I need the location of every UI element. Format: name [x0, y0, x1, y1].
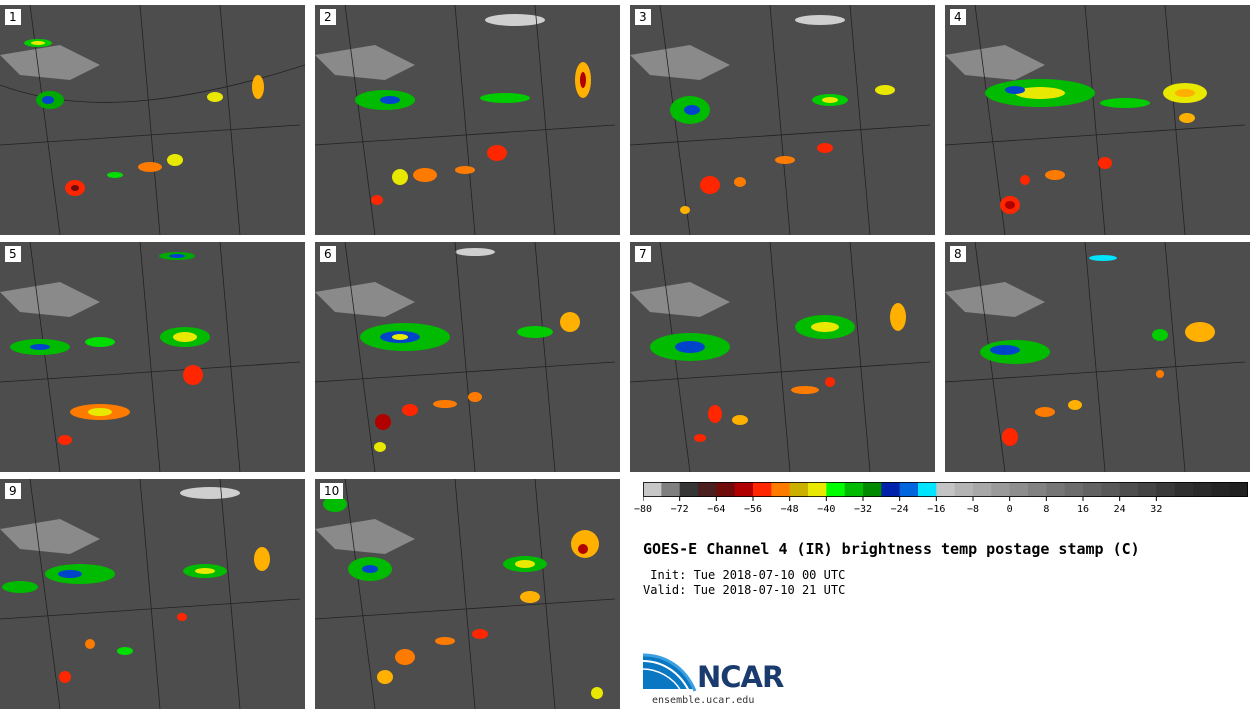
colorbar-swatch	[954, 482, 974, 497]
colorbar-swatch	[1046, 482, 1066, 497]
colorbar-swatch	[808, 482, 827, 497]
panel-number-label: 4	[950, 9, 966, 25]
colorbar-tick-label: −64	[707, 504, 726, 515]
colorbar-swatch	[661, 482, 681, 497]
colorbar-swatch	[1028, 482, 1047, 497]
panel-number-label: 8	[950, 246, 966, 262]
panel-number-label: 7	[635, 246, 651, 262]
colorbar-tick-label: −72	[670, 504, 689, 515]
postage-stamp-panel-6: 6	[315, 242, 620, 472]
satellite-image	[0, 5, 305, 235]
colorbar-swatch	[1138, 482, 1157, 497]
colorbar-swatch	[1009, 482, 1029, 497]
colorbar-swatch	[1064, 482, 1084, 497]
colorbar-swatch	[1156, 482, 1176, 497]
website-link[interactable]: ensemble.ucar.edu	[652, 695, 755, 706]
colorbar-swatch	[881, 482, 901, 497]
colorbar-swatch	[1083, 482, 1102, 497]
temperature-colorbar	[643, 482, 1248, 501]
satellite-image	[315, 5, 620, 235]
satellite-image	[630, 5, 935, 235]
colorbar-swatch	[844, 482, 864, 497]
colorbar-swatch	[1174, 482, 1194, 497]
colorbar-swatch	[1193, 482, 1212, 497]
colorbar-tick-label: −16	[927, 504, 946, 515]
postage-stamp-panel-1: 1	[0, 5, 305, 235]
colorbar-border	[643, 482, 1248, 497]
colorbar-swatch	[698, 482, 717, 497]
colorbar-swatch	[679, 482, 699, 497]
colorbar-swatch	[973, 482, 992, 497]
colorbar-swatch	[771, 482, 791, 497]
colorbar-tick-label: −56	[743, 504, 763, 515]
colorbar-swatch	[1101, 482, 1121, 497]
postage-stamp-panel-7: 7	[630, 242, 935, 472]
panel-number-label: 3	[635, 9, 651, 25]
satellite-image	[0, 242, 305, 472]
colorbar-tick-label: 16	[1076, 504, 1090, 515]
postage-stamp-panel-2: 2	[315, 5, 620, 235]
postage-stamp-panel-9: 9	[0, 479, 305, 709]
colorbar-swatch	[789, 482, 809, 497]
colorbar-swatch	[734, 482, 754, 497]
colorbar-swatch	[643, 482, 662, 497]
ncar-logo-text: NCAR	[697, 660, 784, 694]
satellite-image	[945, 5, 1250, 235]
init-time: Init: Tue 2018-07-10 00 UTC	[643, 568, 846, 582]
satellite-image	[315, 479, 620, 709]
ncar-logo	[643, 653, 697, 692]
panel-number-label: 2	[320, 9, 336, 25]
panel-number-label: 1	[5, 9, 21, 25]
satellite-image	[0, 479, 305, 709]
panel-number-label: 10	[320, 483, 344, 499]
colorbar-tick-label: 0	[1006, 504, 1013, 515]
panel-number-label: 9	[5, 483, 21, 499]
satellite-image	[630, 242, 935, 472]
colorbar-tick-label: −32	[853, 504, 873, 515]
colorbar-tick-label: −80	[633, 504, 653, 515]
panel-number-label: 5	[5, 246, 21, 262]
colorbar-tick-label: −24	[890, 504, 909, 515]
colorbar-swatch	[826, 482, 846, 497]
valid-time: Valid: Tue 2018-07-10 21 UTC	[643, 583, 846, 597]
colorbar-swatch	[918, 482, 937, 497]
colorbar-tick-label: 32	[1150, 504, 1163, 515]
postage-stamp-panel-5: 5	[0, 242, 305, 472]
postage-stamp-panel-8: 8	[945, 242, 1250, 472]
colorbar-swatch	[899, 482, 919, 497]
colorbar-tick-label: 24	[1113, 504, 1126, 515]
postage-stamp-panel-3: 3	[630, 5, 935, 235]
colorbar-swatch	[936, 482, 956, 497]
colorbar-swatch	[1211, 482, 1231, 497]
colorbar-swatch	[1229, 482, 1248, 497]
colorbar-tick-label: −48	[780, 504, 799, 515]
colorbar-tick-label: 8	[1043, 504, 1050, 515]
colorbar-swatch	[753, 482, 772, 497]
colorbar-tick-label: −8	[966, 504, 980, 515]
figure-title: GOES-E Channel 4 (IR) brightness temp po…	[643, 540, 1140, 558]
colorbar-swatch	[863, 482, 882, 497]
colorbar-swatch	[1119, 482, 1139, 497]
satellite-image	[315, 242, 620, 472]
panel-number-label: 6	[320, 246, 336, 262]
postage-stamp-panel-10: 10	[315, 479, 620, 709]
colorbar-swatch	[991, 482, 1011, 497]
satellite-image	[945, 242, 1250, 472]
colorbar-swatch	[716, 482, 736, 497]
postage-stamp-panel-4: 4	[945, 5, 1250, 235]
colorbar-tick-label: −40	[817, 504, 836, 515]
